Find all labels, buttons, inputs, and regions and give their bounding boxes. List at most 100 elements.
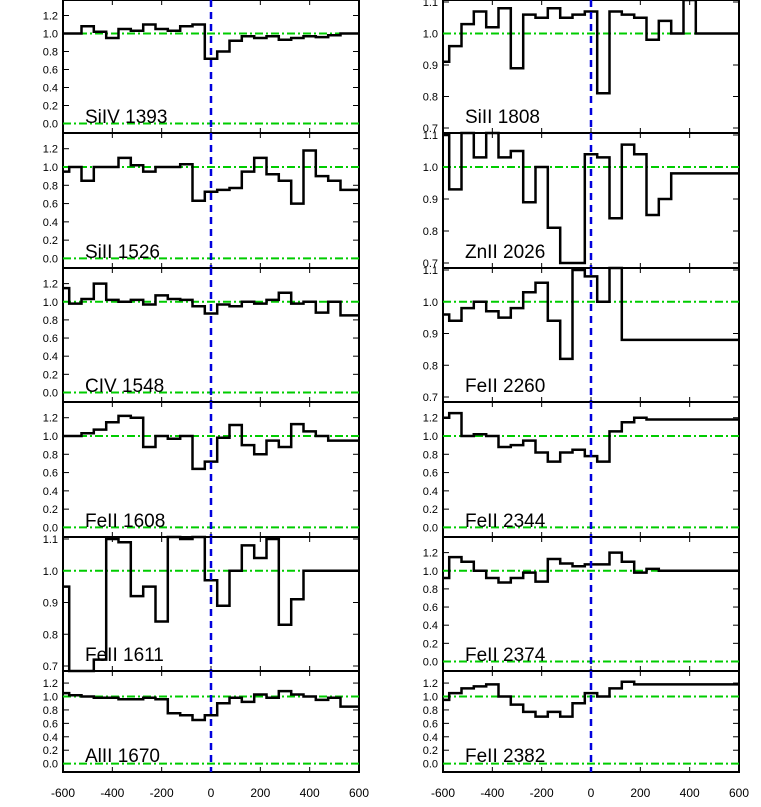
x-tick-label: 200 — [630, 786, 650, 800]
y-tick-label: 0.4 — [43, 217, 58, 229]
y-tick-label: 1.0 — [43, 297, 58, 309]
panel-civ-1548: 0.0 0.2 0.4 0.6 0.8 1.0 1.2 CIV 1548 — [43, 267, 360, 403]
y-tick-label: 0.0 — [423, 656, 438, 668]
spectrum-line — [443, 411, 739, 463]
x-tick-label: 0 — [588, 786, 595, 800]
y-tick-label: 1.1 — [43, 534, 58, 546]
ion-label: SiII 1526 — [85, 242, 160, 263]
spectrum-line — [63, 149, 359, 205]
y-tick-label: 0.8 — [423, 360, 438, 372]
spectrum-line — [443, 131, 739, 265]
panel-feii-1611: 0.7 0.8 0.9 1.0 1.1 FeII 1611 — [43, 534, 360, 673]
y-tick-label: 0.8 — [43, 705, 58, 717]
y-tick-label: 1.2 — [43, 678, 58, 690]
y-tick-label: 1.0 — [43, 162, 58, 174]
x-tick-label: 600 — [729, 786, 749, 800]
y-tick-label: 1.2 — [43, 279, 58, 291]
panel-feii-2382: 0.0 0.20.4 0.60.81.0 1.2 FeII 2382 — [423, 670, 740, 773]
y-tick-label: 0.9 — [423, 194, 438, 206]
y-tick-label: 1.0 — [43, 29, 58, 41]
x-tick-label: -600 — [51, 786, 75, 800]
y-tick-label: 1.1 — [423, 0, 438, 9]
x-tick-label: 600 — [349, 786, 369, 800]
y-tick-label: 0.6 — [423, 468, 438, 480]
y-tick-label: 0.6 — [423, 602, 438, 614]
y-tick-label: 0.8 — [43, 47, 58, 59]
spectrum-line — [63, 23, 359, 60]
x-tick-label: -600 — [431, 786, 455, 800]
y-tick-label: 1.0 — [43, 692, 58, 704]
y-tick-label: 0.6 — [43, 718, 58, 730]
y-tick-label: 0.8 — [423, 92, 438, 104]
y-tick-label: 0.2 — [43, 101, 58, 113]
y-tick-label: 0.0 — [43, 759, 58, 771]
y-tick-label: 1.0 — [423, 431, 438, 443]
y-tick-label: 0.6 — [43, 333, 58, 345]
y-tick-label: 0.2 — [43, 369, 58, 381]
y-tick-label: 0.9 — [423, 329, 438, 341]
x-tick-label: 0 — [208, 786, 215, 800]
y-tick-label: 0.8 — [43, 629, 58, 641]
y-tick-label: 1.0 — [423, 162, 438, 174]
y-tick-label: 1.2 — [43, 11, 58, 23]
y-tick-label: 0.2 — [423, 745, 438, 757]
y-tick-label: 0.7 — [423, 258, 438, 270]
x-axis-left: -600 -400 -200 0 200 400 600 — [51, 786, 369, 800]
panel-siii-1526: 0.0 0.2 0.4 0.6 0.8 1.0 1.2 SiII 1526 — [43, 132, 360, 269]
y-tick-label: 0.8 — [423, 226, 438, 238]
y-tick-label: 1.0 — [423, 566, 438, 578]
spectrum-line — [443, 680, 739, 718]
y-tick-label: 0.0 — [43, 387, 58, 399]
y-tick-label: 0.2 — [423, 504, 438, 516]
y-tick-label: 0.7 — [423, 123, 438, 135]
ion-label: FeII 2382 — [465, 746, 545, 767]
y-tick-label: 0.8 — [423, 705, 438, 717]
y-tick-label: 0.9 — [43, 598, 58, 610]
ion-label: SiII 1808 — [465, 107, 540, 128]
y-tick-label: 0.2 — [423, 638, 438, 650]
y-tick-label: 1.0 — [43, 431, 58, 443]
y-tick-label: 0.4 — [43, 732, 58, 744]
x-tick-label: -200 — [530, 786, 554, 800]
panel-feii-2260: 0.7 0.8 0.9 1.0 1.1 FeII 2260 — [423, 265, 740, 404]
y-tick-label: 0.8 — [43, 315, 58, 327]
y-tick-label: 0.8 — [423, 584, 438, 596]
y-tick-label: 0.2 — [43, 745, 58, 757]
y-tick-label: 0.8 — [423, 449, 438, 461]
y-tick-label: 0.7 — [423, 392, 438, 404]
y-tick-label: 0.0 — [423, 522, 438, 534]
spectrum-line — [63, 689, 359, 722]
y-tick-label: 0.4 — [423, 732, 438, 744]
ion-label: FeII 1611 — [85, 645, 164, 666]
y-tick-label: 0.4 — [43, 351, 58, 363]
y-tick-label: 0.2 — [43, 504, 58, 516]
y-tick-label: 1.1 — [423, 130, 438, 142]
y-tick-label: 0.6 — [43, 468, 58, 480]
y-tick-label: 0.6 — [43, 65, 58, 77]
panel-znii-2026: 0.7 0.8 0.9 1.0 1.1 ZnII 2026 — [423, 130, 740, 270]
spectrum-line — [63, 414, 359, 471]
panel-feii-2344: 0.0 0.2 0.4 0.6 0.8 1.0 1.2 FeII 2344 — [423, 401, 740, 538]
y-tick-label: 0.8 — [43, 180, 58, 192]
y-tick-label: 0.7 — [43, 661, 58, 673]
spectrum-line — [443, 551, 739, 584]
y-tick-label: 1.2 — [423, 413, 438, 425]
x-tick-label: 200 — [250, 786, 270, 800]
spectrum-line — [443, 0, 739, 95]
y-tick-label: 0.4 — [43, 83, 58, 95]
y-tick-label: 1.0 — [423, 692, 438, 704]
panel-siiv-1393: 0.0 0.2 0.4 0.6 0.8 1.0 1.2 SiIV 1393 — [43, 0, 360, 134]
y-tick-label: 0.8 — [43, 449, 58, 461]
ion-label: FeII 2344 — [465, 511, 546, 532]
y-tick-label: 0.9 — [423, 60, 438, 72]
spectrum-line — [443, 266, 739, 361]
y-tick-label: 0.0 — [423, 759, 438, 771]
y-tick-label: 0.4 — [43, 486, 58, 498]
y-tick-label: 1.2 — [423, 548, 438, 560]
x-axis-right: -600 -400 -200 0 200 400 600 — [431, 786, 749, 800]
y-tick-label: 1.0 — [423, 297, 438, 309]
ion-label: FeII 1608 — [85, 511, 165, 532]
panel-feii-1608: 0.0 0.2 0.4 0.6 0.8 1.0 1.2 FeII 1608 — [43, 401, 360, 538]
panel-alii-1670: 0.0 0.20.4 0.60.81.0 1.2 AlII 1670 — [43, 670, 360, 773]
